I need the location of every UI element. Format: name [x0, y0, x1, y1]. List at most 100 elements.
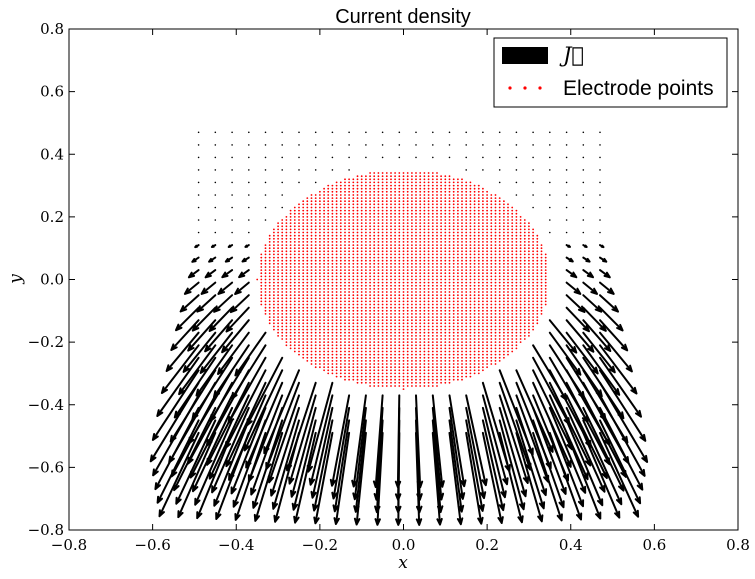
electrode-point — [457, 335, 459, 337]
electrode-point — [356, 256, 359, 259]
electrode-point — [469, 253, 472, 256]
electrode-point — [360, 341, 363, 343]
electrode-point — [302, 291, 305, 293]
electrode-point — [482, 331, 484, 334]
electrode-point — [461, 309, 463, 312]
vector-arrow — [565, 181, 568, 184]
electrode-point — [402, 288, 405, 290]
electrode-point — [398, 385, 401, 387]
electrode-point — [356, 372, 359, 375]
electrode-point — [310, 278, 313, 281]
electrode-point — [473, 356, 476, 359]
electrode-point — [293, 303, 296, 306]
electrode-point — [431, 247, 434, 250]
electrode-point — [352, 237, 355, 240]
electrode-point — [448, 288, 451, 290]
electrode-point — [281, 338, 284, 340]
electrode-point — [310, 347, 313, 350]
electrode-point — [352, 272, 355, 275]
electrode-point — [310, 212, 313, 215]
electrode-point — [335, 237, 338, 240]
electrode-point — [369, 341, 371, 343]
electrode-point — [306, 303, 309, 306]
electrode-point — [515, 319, 518, 322]
electrode-point — [339, 247, 342, 250]
electrode-point — [373, 200, 376, 203]
electrode-point — [339, 284, 342, 287]
electrode-point — [469, 206, 472, 209]
vector-arrow — [151, 369, 200, 441]
vector-arrow — [200, 281, 217, 295]
electrode-point — [544, 294, 547, 297]
electrode-point — [411, 247, 413, 250]
electrode-point — [385, 278, 388, 281]
electrode-point — [457, 356, 459, 359]
electrode-point — [306, 291, 309, 293]
electrode-point — [360, 219, 363, 221]
electrode-point — [536, 281, 539, 284]
electrode-point — [390, 338, 392, 340]
electrode-point — [356, 200, 359, 203]
electrode-point — [452, 219, 455, 221]
electrode-point — [494, 344, 497, 347]
electrode-point — [319, 363, 321, 365]
electrode-point — [335, 306, 338, 309]
electrode-point — [457, 366, 459, 369]
electrode-point — [385, 353, 388, 356]
electrode-point — [448, 281, 451, 284]
electrode-point — [381, 203, 384, 206]
electrode-point — [319, 225, 321, 228]
electrode-point — [452, 250, 455, 253]
electrode-point — [369, 278, 371, 281]
vector-arrow — [247, 394, 284, 483]
electrode-point — [314, 197, 317, 200]
electrode-point — [339, 259, 342, 262]
electrode-point — [415, 372, 417, 375]
electrode-point — [314, 356, 317, 359]
electrode-point — [369, 247, 371, 250]
electrode-point — [344, 288, 346, 290]
electrode-point — [373, 269, 376, 271]
electrode-point — [260, 291, 263, 293]
vector-arrow — [549, 144, 551, 146]
electrode-point — [352, 275, 355, 278]
vector-arrow — [415, 394, 424, 489]
electrode-point — [273, 228, 275, 231]
vector-arrow — [599, 131, 601, 134]
electrode-point — [423, 284, 426, 287]
electrode-point — [323, 284, 325, 287]
electrode-point — [369, 353, 371, 356]
electrode-point — [344, 200, 346, 203]
vector-arrow — [565, 281, 582, 295]
electrode-point — [457, 197, 459, 200]
electrode-point — [360, 360, 363, 362]
electrode-point — [352, 203, 355, 206]
electrode-point — [528, 269, 530, 271]
electrode-point — [427, 350, 430, 353]
electrode-point — [457, 206, 459, 209]
electrode-point — [490, 291, 493, 293]
electrode-point — [348, 250, 350, 253]
electrode-point — [352, 331, 355, 334]
electrode-point — [423, 300, 426, 303]
electrode-point — [406, 203, 409, 206]
electrode-point — [423, 172, 426, 174]
electrode-point — [457, 244, 459, 247]
electrode-point — [486, 219, 488, 221]
electrode-point — [490, 256, 493, 259]
electrode-point — [498, 216, 501, 218]
electrode-point — [503, 259, 505, 262]
electrode-point — [360, 237, 363, 240]
electrode-point — [356, 369, 359, 372]
electrode-point — [390, 266, 392, 268]
electrode-point — [398, 237, 401, 240]
electrode-point — [331, 306, 334, 309]
electrode-point — [344, 366, 346, 369]
electrode-point — [339, 269, 342, 271]
electrode-point — [402, 275, 405, 278]
electrode-point — [440, 262, 442, 265]
electrode-point — [352, 241, 355, 243]
electrode-point — [523, 322, 526, 325]
electrode-point — [385, 281, 388, 284]
electrode-point — [519, 291, 522, 293]
